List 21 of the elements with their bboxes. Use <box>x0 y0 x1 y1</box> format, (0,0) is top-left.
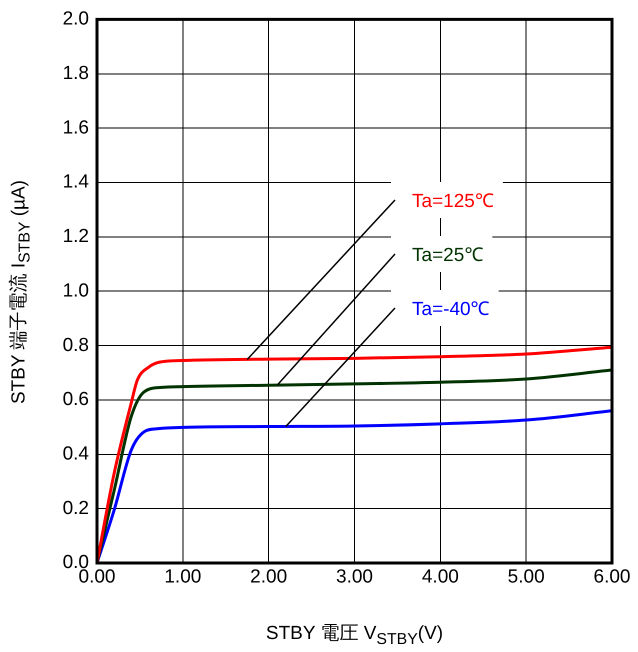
x-tick-label: 6.00 <box>594 566 630 588</box>
text: Ta=-40℃ <box>412 299 490 320</box>
y-tick-label: 1.6 <box>62 117 89 138</box>
text: Ta=25℃ <box>412 245 484 266</box>
y-tick-label: 0.4 <box>62 444 90 465</box>
x-axis-title: STBY 電圧 V$_{STBY}$(V) <box>264 622 444 649</box>
y-tick-label: 2.0 <box>62 8 89 30</box>
y-tick-label: 0.6 <box>62 389 89 410</box>
y-tick-label: 0.2 <box>62 498 89 519</box>
y-tick-label: 1.2 <box>62 226 89 248</box>
x-tick-label: 2.00 <box>250 566 288 588</box>
x-tick-label: 3.00 <box>336 566 373 588</box>
x-tick-label: 5.00 <box>508 566 545 588</box>
y-tick-label: 1.0 <box>62 280 89 302</box>
y-tick-label: 0.8 <box>62 334 89 356</box>
y-tick-label: 1.4 <box>62 172 90 193</box>
x-tick-label: 1.00 <box>164 566 202 588</box>
x-tick-label: 4.00 <box>422 566 459 588</box>
line-series <box>97 409 612 563</box>
text: Ta=125℃ <box>412 191 494 212</box>
y-tick-label: 1.8 <box>62 62 89 84</box>
